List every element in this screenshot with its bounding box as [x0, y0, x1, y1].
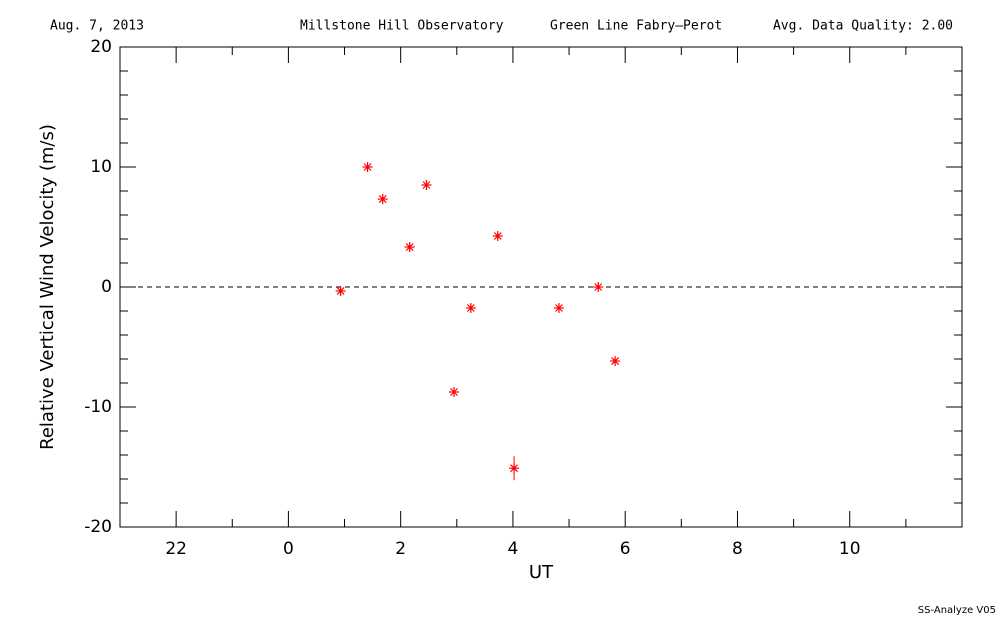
- y-tick-label: 0: [101, 277, 112, 297]
- x-tick-label: 10: [839, 539, 861, 559]
- asterisk-stroke: [611, 357, 620, 365]
- data-point: [553, 303, 564, 313]
- asterisk-stroke: [405, 243, 414, 251]
- footer: SS-Analyze V05: [918, 605, 996, 616]
- header-date: Aug. 7, 2013: [50, 19, 144, 34]
- header-site: Millstone Hill Observatory: [300, 19, 504, 34]
- asterisk-stroke: [450, 388, 458, 396]
- data-point: [593, 282, 604, 292]
- x-tick-label: 8: [732, 539, 743, 559]
- data-point: [335, 285, 346, 296]
- header-quality: Avg. Data Quality: 2.00: [773, 19, 953, 34]
- y-tick-label: -20: [84, 517, 112, 537]
- x-tick-label: 2: [395, 539, 406, 559]
- y-tick-label: -10: [84, 397, 112, 417]
- y-tick-label: 20: [90, 37, 112, 57]
- x-tick-label: 0: [283, 539, 294, 559]
- data-point: [421, 180, 432, 190]
- data-point: [377, 194, 388, 205]
- y-axis-label: Relative Vertical Wind Velocity (m/s): [37, 124, 58, 450]
- x-tick-label: 4: [508, 539, 519, 559]
- asterisk-stroke: [594, 283, 603, 291]
- data-point: [492, 231, 503, 241]
- asterisk-stroke: [336, 287, 345, 295]
- asterisk-stroke: [363, 163, 372, 171]
- data-point: [404, 242, 415, 253]
- asterisk-stroke: [378, 195, 387, 203]
- asterisk-stroke: [493, 232, 502, 240]
- asterisk-stroke: [555, 304, 563, 312]
- x-tick-label: 6: [620, 539, 631, 559]
- asterisk-stroke: [466, 304, 475, 312]
- x-tick-label: 22: [165, 539, 187, 559]
- x-axis-label: UT: [529, 562, 554, 583]
- y-tick-label: 10: [90, 157, 112, 177]
- header-instrument: Green Line Fabry—Perot: [550, 19, 722, 34]
- data-point: [509, 463, 520, 474]
- data-point: [610, 356, 621, 367]
- data-point: [448, 387, 459, 397]
- data-point: [465, 303, 476, 313]
- data-point: [362, 162, 373, 172]
- asterisk-stroke: [510, 464, 518, 473]
- asterisk-stroke: [422, 181, 431, 189]
